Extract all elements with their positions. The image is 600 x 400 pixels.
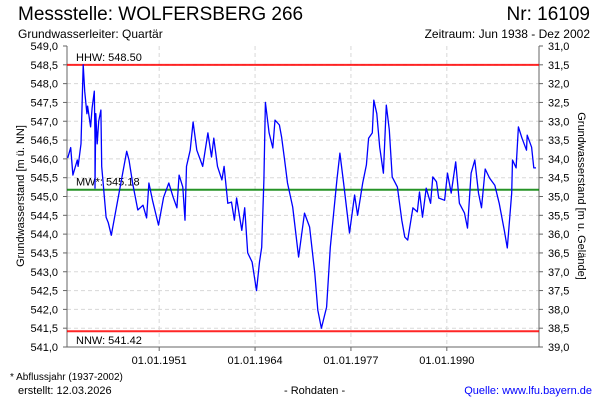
y-tick-label: 549,0	[30, 41, 58, 53]
x-tick-label: 01.01.1951	[132, 355, 187, 367]
period-label: Zeitraum: Jun 1938 - Dez 2002	[424, 27, 590, 41]
y2-tick-label: 33,0	[548, 116, 569, 128]
y-axis-title: Grundwasserstand [m ü. NN]	[15, 125, 27, 267]
y2-tick-label: 36,5	[548, 248, 569, 260]
x-tick-label: 01.01.1977	[323, 355, 378, 367]
reference-label-hhw: HHW: 548.50	[76, 52, 142, 64]
y-tick-label: 546,5	[30, 135, 58, 147]
y-tick-label: 548,5	[30, 60, 58, 72]
y-tick-label: 541,0	[30, 342, 58, 354]
y2-tick-label: 39,0	[548, 342, 569, 354]
y-tick-label: 542,5	[30, 286, 58, 298]
y2-tick-label: 33,5	[548, 135, 569, 147]
y2-tick-label: 34,0	[548, 154, 569, 166]
y-tick-label: 545,0	[30, 192, 58, 204]
y-tick-label: 548,0	[30, 79, 58, 91]
y2-tick-label: 38,5	[548, 323, 569, 335]
y-tick-label: 544,0	[30, 229, 58, 241]
y2-tick-label: 37,0	[548, 267, 569, 279]
y-tick-label: 543,5	[30, 248, 58, 260]
y2-tick-label: 35,5	[548, 210, 569, 222]
y-tick-label: 543,0	[30, 267, 58, 279]
reference-label-mw: MW*: 545.18	[76, 177, 140, 189]
y2-tick-label: 32,0	[548, 79, 569, 91]
y-tick-label: 547,5	[30, 97, 58, 109]
y-tick-label: 542,0	[30, 304, 58, 316]
y2-tick-label: 37,5	[548, 286, 569, 298]
source-link[interactable]: Quelle: www.lfu.bayern.de	[464, 385, 592, 397]
y-tick-label: 541,5	[30, 323, 58, 335]
station-title: Messstelle: WOLFERSBERG 266	[18, 4, 304, 25]
y2-tick-label: 36,0	[548, 229, 569, 241]
station-number: Nr: 16109	[506, 4, 590, 25]
y2-axis-title: Grundwasserstand [m u. Gelände]	[575, 112, 587, 280]
y2-tick-label: 38,0	[548, 304, 569, 316]
y2-tick-label: 31,5	[548, 60, 569, 72]
y-tick-label: 546,0	[30, 154, 58, 166]
y2-tick-label: 34,5	[548, 173, 569, 185]
raw-data-label: - Rohdaten -	[284, 385, 346, 397]
aquifer-label: Grundwasserleiter: Quartär	[18, 27, 163, 41]
y-tick-label: 544,5	[30, 210, 58, 222]
y-tick-label: 545,5	[30, 173, 58, 185]
created-date: erstellt: 12.03.2026	[18, 385, 112, 397]
y2-tick-label: 35,0	[548, 192, 569, 204]
y-tick-label: 547,0	[30, 116, 58, 128]
series-line-groundwater	[67, 64, 536, 329]
x-tick-label: 01.01.1990	[419, 355, 474, 367]
reference-label-nnw: NNW: 541.42	[76, 335, 142, 347]
y2-tick-label: 31,0	[548, 41, 569, 53]
x-tick-label: 01.01.1964	[228, 355, 283, 367]
y2-tick-label: 32,5	[548, 97, 569, 109]
footnote: * Abflussjahr (1937-2002)	[10, 372, 123, 383]
